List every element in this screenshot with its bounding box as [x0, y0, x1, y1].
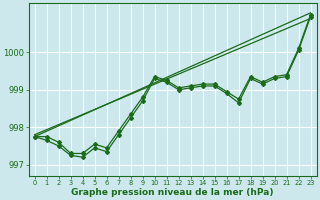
X-axis label: Graphe pression niveau de la mer (hPa): Graphe pression niveau de la mer (hPa) — [71, 188, 274, 197]
